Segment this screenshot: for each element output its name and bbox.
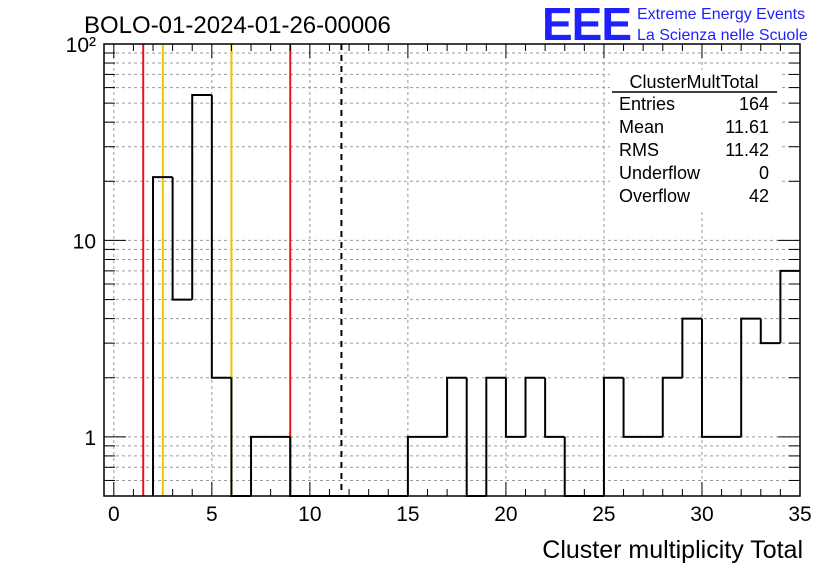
grid-lines [104,44,801,496]
stats-value: 11.42 [725,140,769,160]
histogram-bin [406,435,428,496]
histogram-bin [681,317,702,378]
histogram-bin [485,376,506,496]
eee-logo-mark: EEE [542,0,631,50]
y-tick-label: 1 [84,427,96,450]
histogram-bin [602,376,624,496]
x-tick-label: 5 [206,503,218,526]
eee-logo: EEE Extreme Energy Events La Scienza nel… [542,0,808,50]
plot-border [103,43,801,497]
x-tick-label: 10 [298,503,321,526]
x-axis-label: Cluster multiplicity Total [542,536,803,564]
histogram-bin [700,318,722,438]
logo-line-1: Extreme Energy Events [637,6,805,23]
histogram-bin [210,95,232,379]
stats-label: Mean [619,117,664,137]
histogram-bin [622,377,644,438]
histogram-bin [740,317,761,437]
stats-label: RMS [619,140,659,160]
histogram-bin [779,269,800,344]
x-tick-label: 0 [108,503,120,526]
histogram-bin [446,376,467,437]
stats-value: 164 [739,94,769,114]
stats-name: ClusterMultTotal [629,72,758,92]
plot-frame [103,43,801,497]
histogram-bin [504,377,526,438]
y-tick-label: 10² [66,34,96,57]
stats-label: Underflow [619,163,701,183]
x-tick-label: 35 [788,503,811,526]
histogram-bin [759,318,781,345]
x-tick-label: 15 [396,503,419,526]
histogram-bin [152,176,173,496]
x-tick-label: 25 [592,503,615,526]
histogram-bin [191,94,212,300]
stats-value: 42 [749,186,769,206]
stats-value: 0 [759,163,769,183]
histogram-bin [250,435,271,496]
logo-line-2: La Scienza nelle Scuole [637,27,808,44]
histogram-bin [524,376,546,437]
histogram-bin [544,377,565,438]
histogram-bin [289,436,310,497]
chart-title: BOLO-01-2024-01-26-00006 [84,12,391,39]
stats-value: 11.61 [725,117,769,137]
x-tick-label: 30 [690,503,713,526]
histogram-bin [661,376,683,437]
y-tick-label: 10 [73,230,96,253]
x-tick-label: 20 [494,503,517,526]
stats-label: Entries [619,94,675,114]
axis-ticks: 0 5 10 15 20 25 30 35 1 10 10² [66,34,812,526]
stats-label: Overflow [619,186,691,206]
stats-box: ClusterMultTotal Entries 164 Mean 11.61 RMS 1… [610,70,780,210]
histogram-bin [171,177,193,301]
stats-rows: Entries 164 Mean 11.61 RMS 11.42 Underflow 0 Ove… [619,94,769,206]
